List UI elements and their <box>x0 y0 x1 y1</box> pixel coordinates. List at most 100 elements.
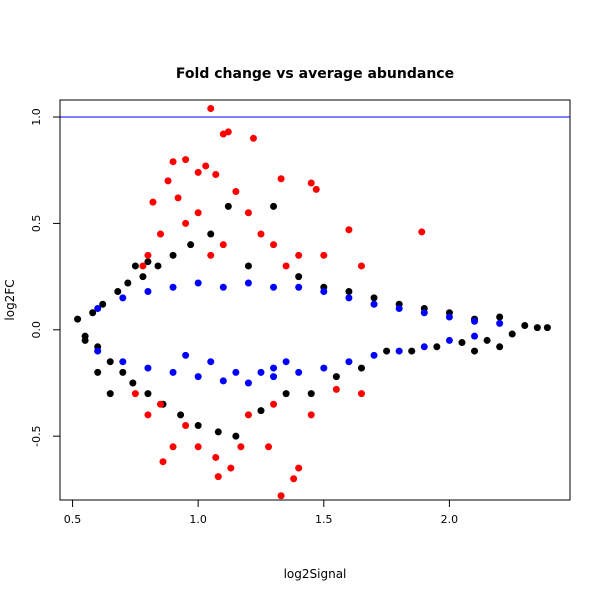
data-point <box>471 332 479 340</box>
data-point <box>144 258 152 266</box>
data-point <box>182 156 190 164</box>
data-point <box>194 279 202 287</box>
data-point <box>169 368 177 376</box>
data-point <box>420 343 428 351</box>
data-point <box>418 228 426 236</box>
data-point <box>543 324 551 332</box>
data-point <box>159 458 167 466</box>
data-point <box>345 226 353 234</box>
data-point <box>370 300 378 308</box>
data-point <box>458 339 466 347</box>
data-point <box>244 379 252 387</box>
data-point <box>154 262 162 270</box>
data-point <box>345 358 353 366</box>
data-point <box>445 313 453 321</box>
data-point <box>496 343 504 351</box>
data-point <box>129 379 137 387</box>
data-point <box>182 219 190 227</box>
data-point <box>207 230 215 238</box>
data-point <box>119 368 127 376</box>
y-axis: -0.5 0.0 0.5 1.0 <box>30 108 61 447</box>
data-point <box>270 400 278 408</box>
data-point <box>194 422 202 430</box>
data-point <box>533 324 541 332</box>
plot-frame <box>59 99 571 501</box>
data-point <box>74 315 82 323</box>
data-point <box>232 187 240 195</box>
data-point <box>219 241 227 249</box>
data-point <box>320 287 328 295</box>
data-point <box>214 428 222 436</box>
data-point <box>257 368 265 376</box>
data-point <box>383 347 391 355</box>
data-point <box>144 251 152 259</box>
data-point <box>270 373 278 381</box>
data-point <box>433 343 441 351</box>
data-point <box>408 347 416 355</box>
data-point <box>94 368 102 376</box>
data-point <box>227 464 235 472</box>
x-tick-label: 1.0 <box>189 513 207 526</box>
y-tick-label: -0.5 <box>30 425 43 446</box>
data-point <box>295 273 303 281</box>
data-point <box>144 364 152 372</box>
y-tick-label: 0.0 <box>30 321 43 339</box>
data-point <box>169 158 177 166</box>
data-point <box>345 287 353 295</box>
data-point <box>357 364 365 372</box>
x-tick-label: 0.5 <box>64 513 82 526</box>
data-point <box>357 390 365 398</box>
x-axis-label: log2Signal <box>284 567 347 581</box>
data-point <box>320 364 328 372</box>
x-tick-label: 2.0 <box>441 513 459 526</box>
data-point <box>219 130 227 138</box>
data-point <box>212 453 220 461</box>
data-point <box>187 241 195 249</box>
data-point <box>445 336 453 344</box>
data-point <box>94 305 102 313</box>
data-point <box>214 473 222 481</box>
y-axis-label: log2FC <box>3 279 17 320</box>
data-point <box>521 322 529 330</box>
data-point <box>99 300 107 308</box>
data-point <box>156 400 164 408</box>
data-point <box>244 411 252 419</box>
data-point <box>270 241 278 249</box>
data-point <box>94 347 102 355</box>
data-point <box>131 390 139 398</box>
data-point <box>202 162 210 170</box>
data-point <box>270 364 278 372</box>
data-point <box>194 168 202 176</box>
data-point <box>182 351 190 359</box>
data-point <box>207 105 215 113</box>
x-axis: 0.5 1.0 1.5 2.0 <box>64 499 459 526</box>
data-point <box>144 390 152 398</box>
data-point <box>89 309 97 317</box>
data-point <box>182 422 190 430</box>
data-point <box>131 262 139 270</box>
data-point <box>237 443 245 451</box>
data-point <box>106 358 114 366</box>
data-point <box>370 294 378 302</box>
data-point <box>232 368 240 376</box>
data-point <box>207 251 215 259</box>
data-point <box>249 134 257 142</box>
data-point <box>244 262 252 270</box>
data-point <box>282 358 290 366</box>
data-point <box>144 411 152 419</box>
data-point <box>144 287 152 295</box>
data-point <box>307 179 315 187</box>
data-point <box>219 377 227 385</box>
data-point <box>244 279 252 287</box>
data-point <box>370 351 378 359</box>
data-point <box>270 202 278 210</box>
data-point <box>290 475 298 483</box>
data-point <box>332 373 340 381</box>
data-point <box>471 317 479 325</box>
data-point <box>320 251 328 259</box>
data-point <box>395 347 403 355</box>
y-tick-label: 1.0 <box>30 108 43 126</box>
data-point <box>345 294 353 302</box>
data-point <box>332 385 340 393</box>
